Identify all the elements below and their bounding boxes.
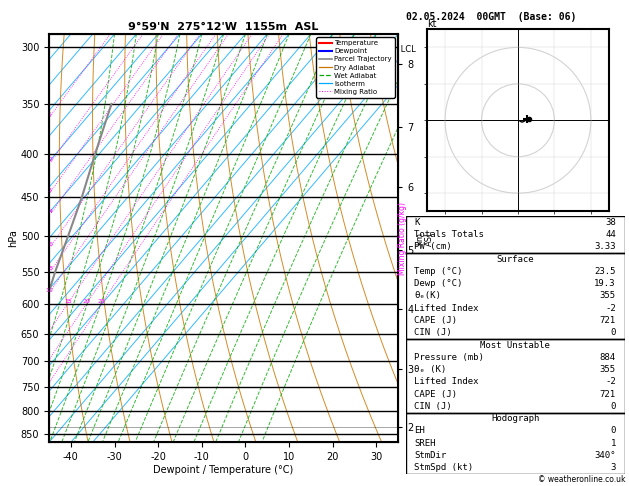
Text: kt: kt xyxy=(427,19,437,29)
Text: θₑ(K): θₑ(K) xyxy=(415,292,442,300)
Text: 3.33: 3.33 xyxy=(594,243,616,251)
Text: 3: 3 xyxy=(611,463,616,472)
Text: CIN (J): CIN (J) xyxy=(415,402,452,411)
Text: LCL: LCL xyxy=(398,45,416,54)
Text: 3: 3 xyxy=(48,188,52,192)
Bar xyxy=(406,413,625,474)
Bar xyxy=(406,216,625,253)
Text: 6: 6 xyxy=(48,242,52,247)
Text: 23.5: 23.5 xyxy=(594,267,616,276)
Text: 10: 10 xyxy=(46,288,53,293)
Text: CIN (J): CIN (J) xyxy=(415,329,452,337)
Text: 2: 2 xyxy=(48,157,53,162)
Bar xyxy=(406,339,625,413)
Text: 1: 1 xyxy=(48,112,52,117)
Text: 721: 721 xyxy=(599,316,616,325)
Text: Most Unstable: Most Unstable xyxy=(480,341,550,349)
Text: Pressure (mb): Pressure (mb) xyxy=(415,353,484,362)
Text: 0: 0 xyxy=(611,402,616,411)
Text: Mixing Ratio (g/kg): Mixing Ratio (g/kg) xyxy=(398,202,407,275)
Text: CAPE (J): CAPE (J) xyxy=(415,390,457,399)
Text: CAPE (J): CAPE (J) xyxy=(415,316,457,325)
Text: 4: 4 xyxy=(48,209,53,214)
Title: 9°59'N  275°12'W  1155m  ASL: 9°59'N 275°12'W 1155m ASL xyxy=(128,22,319,32)
Text: 884: 884 xyxy=(599,353,616,362)
Text: 355: 355 xyxy=(599,365,616,374)
Text: SREH: SREH xyxy=(415,439,436,448)
Bar xyxy=(406,253,625,339)
Text: K: K xyxy=(415,218,420,227)
Text: Totals Totals: Totals Totals xyxy=(415,230,484,239)
Text: 15: 15 xyxy=(64,298,72,304)
Text: © weatheronline.co.uk: © weatheronline.co.uk xyxy=(538,474,626,484)
Text: 1: 1 xyxy=(611,439,616,448)
Legend: Temperature, Dewpoint, Parcel Trajectory, Dry Adiabat, Wet Adiabat, Isotherm, Mi: Temperature, Dewpoint, Parcel Trajectory… xyxy=(316,37,394,98)
Text: 44: 44 xyxy=(605,230,616,239)
Text: EH: EH xyxy=(415,426,425,435)
Text: Surface: Surface xyxy=(496,255,534,264)
Text: 0: 0 xyxy=(611,329,616,337)
X-axis label: Dewpoint / Temperature (°C): Dewpoint / Temperature (°C) xyxy=(153,465,294,475)
Text: Dewp (°C): Dewp (°C) xyxy=(415,279,463,288)
Text: 721: 721 xyxy=(599,390,616,399)
Text: 20: 20 xyxy=(82,298,91,304)
Text: 38: 38 xyxy=(605,218,616,227)
Y-axis label: km
ASL: km ASL xyxy=(415,230,434,246)
Text: PW (cm): PW (cm) xyxy=(415,243,452,251)
Text: 340°: 340° xyxy=(594,451,616,460)
Y-axis label: hPa: hPa xyxy=(8,229,18,247)
Text: StmDir: StmDir xyxy=(415,451,447,460)
Text: StmSpd (kt): StmSpd (kt) xyxy=(415,463,474,472)
Text: Lifted Index: Lifted Index xyxy=(415,377,479,386)
Text: 19.3: 19.3 xyxy=(594,279,616,288)
Text: -2: -2 xyxy=(605,377,616,386)
Text: Hodograph: Hodograph xyxy=(491,414,539,423)
Text: 25: 25 xyxy=(97,298,106,304)
Text: 02.05.2024  00GMT  (Base: 06): 02.05.2024 00GMT (Base: 06) xyxy=(406,12,576,22)
Text: Lifted Index: Lifted Index xyxy=(415,304,479,313)
Text: 0: 0 xyxy=(611,426,616,435)
Text: θₑ (K): θₑ (K) xyxy=(415,365,447,374)
Text: -2: -2 xyxy=(605,304,616,313)
Text: 8: 8 xyxy=(48,266,52,272)
Text: 355: 355 xyxy=(599,292,616,300)
Text: Temp (°C): Temp (°C) xyxy=(415,267,463,276)
